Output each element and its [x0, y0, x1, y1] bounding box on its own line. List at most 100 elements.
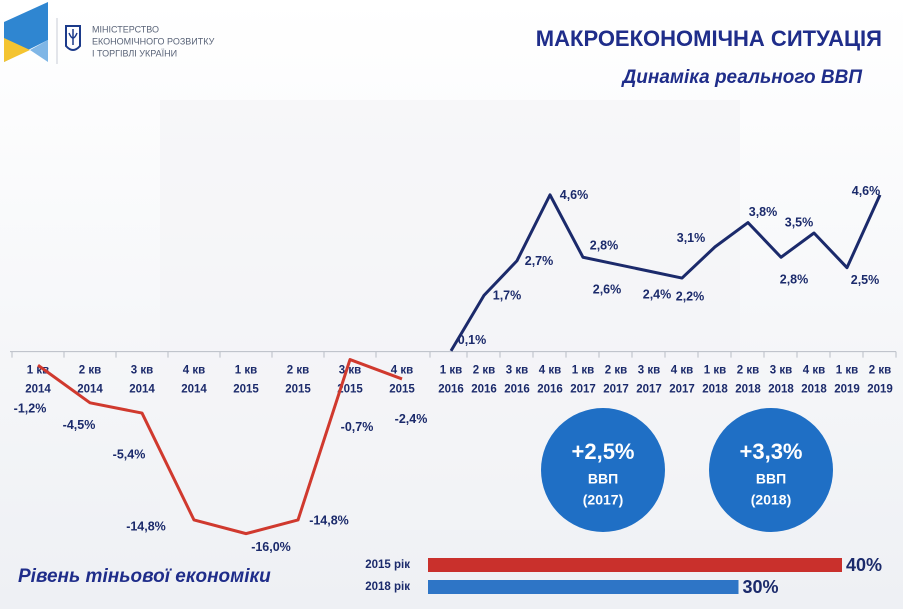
- x-tick-year: 2014: [181, 384, 207, 396]
- bar-chart-title: Рівень тіньової економіки: [18, 566, 271, 587]
- x-tick-year: 2016: [471, 384, 497, 396]
- value-label: 1,7%: [493, 289, 522, 303]
- logo: [4, 2, 81, 64]
- x-tick-quarter: 1 кв: [235, 365, 257, 377]
- value-label: -5,4%: [113, 447, 146, 461]
- bar-value-label: 40%: [846, 555, 882, 575]
- value-label: -2,4%: [395, 412, 428, 426]
- badge-value: +3,3%: [740, 439, 803, 464]
- x-tick-quarter: 2 кв: [287, 365, 309, 377]
- value-label: -0,7%: [341, 420, 374, 434]
- x-tick-label: 4 кв 2015: [389, 365, 415, 396]
- x-tick-quarter: 4 кв: [183, 365, 205, 377]
- x-tick-year: 2014: [77, 384, 103, 396]
- value-label: 2,7%: [525, 254, 554, 268]
- badge: [709, 408, 833, 532]
- x-tick-quarter: 1 кв: [704, 365, 726, 377]
- x-tick-year: 2014: [25, 384, 51, 396]
- x-tick-quarter: 3 кв: [770, 365, 792, 377]
- x-tick-label: 3 кв 2017: [636, 365, 662, 396]
- x-tick-year: 2016: [438, 384, 464, 396]
- x-tick-label: 2 кв 2014: [77, 365, 103, 396]
- x-tick-quarter: 4 кв: [391, 365, 413, 377]
- x-tick-year: 2017: [636, 384, 662, 396]
- x-tick-quarter: 1 кв: [440, 365, 462, 377]
- x-tick-year: 2018: [702, 384, 728, 396]
- ministry-line: ЕКОНОМІЧНОГО РОЗВИТКУ: [92, 36, 215, 46]
- x-tick-label: 2 кв 2019: [867, 365, 893, 396]
- value-label: 3,1%: [677, 231, 706, 245]
- bar: [428, 558, 842, 572]
- value-label: 0,1%: [458, 333, 487, 347]
- x-tick-label: 4 кв 2014: [181, 365, 207, 396]
- x-tick-year: 2017: [669, 384, 695, 396]
- x-tick-quarter: 4 кв: [671, 365, 693, 377]
- x-tick-quarter: 3 кв: [131, 365, 153, 377]
- x-tick-quarter: 2 кв: [473, 365, 495, 377]
- x-tick-year: 2015: [337, 384, 363, 396]
- value-label: -16,0%: [251, 540, 291, 554]
- slide-title: МАКРОЕКОНОМІЧНА СИТУАЦІЯ: [536, 26, 882, 51]
- x-tick-quarter: 3 кв: [339, 365, 361, 377]
- x-tick-year: 2018: [768, 384, 794, 396]
- x-tick-label: 3 кв 2014: [129, 365, 155, 396]
- badge-year: (2018): [751, 492, 791, 508]
- x-tick-label: 2 кв 2018: [735, 365, 761, 396]
- value-label: 2,2%: [676, 289, 705, 303]
- chart-subtitle: Динаміка реального ВВП: [621, 67, 863, 88]
- ministry-line: І ТОРГІВЛІ УКРАЇНИ: [92, 48, 177, 58]
- series-line: [37, 358, 403, 536]
- x-tick-label: 1 кв 2015: [233, 365, 259, 396]
- x-tick-quarter: 3 кв: [638, 365, 660, 377]
- x-tick-year: 2015: [389, 384, 415, 396]
- x-tick-label: 3 кв 2016: [504, 365, 530, 396]
- x-tick-year: 2018: [735, 384, 761, 396]
- x-tick-year: 2015: [233, 384, 259, 396]
- x-tick-label: 4 кв 2016: [537, 365, 563, 396]
- x-tick-label: 1 кв 2016: [438, 365, 464, 396]
- badge-label: ВВП: [756, 471, 786, 487]
- badge: [541, 408, 665, 532]
- value-label: -14,8%: [309, 513, 349, 527]
- x-tick-quarter: 1 кв: [836, 365, 858, 377]
- value-label: 3,5%: [785, 215, 814, 229]
- x-tick-year: 2016: [537, 384, 563, 396]
- badge-value: +2,5%: [572, 439, 635, 464]
- value-label: -1,2%: [14, 402, 47, 416]
- value-label: -4,5%: [63, 418, 96, 432]
- x-tick-year: 2018: [801, 384, 827, 396]
- value-label: 4,6%: [560, 188, 589, 202]
- x-tick-quarter: 2 кв: [605, 365, 627, 377]
- x-tick-quarter: 4 кв: [803, 365, 825, 377]
- x-tick-label: 2 кв 2015: [285, 365, 311, 396]
- bar-value-label: 30%: [743, 577, 779, 597]
- x-tick-year: 2019: [834, 384, 860, 396]
- x-tick-year: 2014: [129, 384, 155, 396]
- value-label: 3,8%: [749, 205, 778, 219]
- x-tick-label: 1 кв 2017: [570, 365, 596, 396]
- bar: [428, 580, 739, 594]
- ministry-line: МІНІСТЕРСТВО: [92, 24, 159, 34]
- x-tick-quarter: 2 кв: [79, 365, 101, 377]
- value-label: 2,5%: [851, 273, 880, 287]
- x-tick-year: 2015: [285, 384, 311, 396]
- x-tick-label: 4 кв 2017: [669, 365, 695, 396]
- x-tick-quarter: 2 кв: [869, 365, 891, 377]
- x-tick-label: 3 кв 2018: [768, 365, 794, 396]
- x-tick-quarter: 4 кв: [539, 365, 561, 377]
- value-label: -14,8%: [126, 519, 166, 533]
- badge-label: ВВП: [588, 471, 618, 487]
- x-tick-quarter: 3 кв: [506, 365, 528, 377]
- x-tick-label: 1 кв 2019: [834, 365, 860, 396]
- x-tick-label: 2 кв 2017: [603, 365, 629, 396]
- value-label: 2,8%: [780, 273, 809, 287]
- x-tick-year: 2017: [570, 384, 596, 396]
- value-label: 2,4%: [643, 287, 672, 301]
- value-label: 4,6%: [852, 184, 881, 198]
- x-tick-year: 2016: [504, 384, 530, 396]
- bar-category: 2015 рік: [365, 559, 410, 571]
- value-label: 2,8%: [590, 239, 619, 253]
- bar-category: 2018 рік: [365, 581, 410, 593]
- badge-year: (2017): [583, 492, 623, 508]
